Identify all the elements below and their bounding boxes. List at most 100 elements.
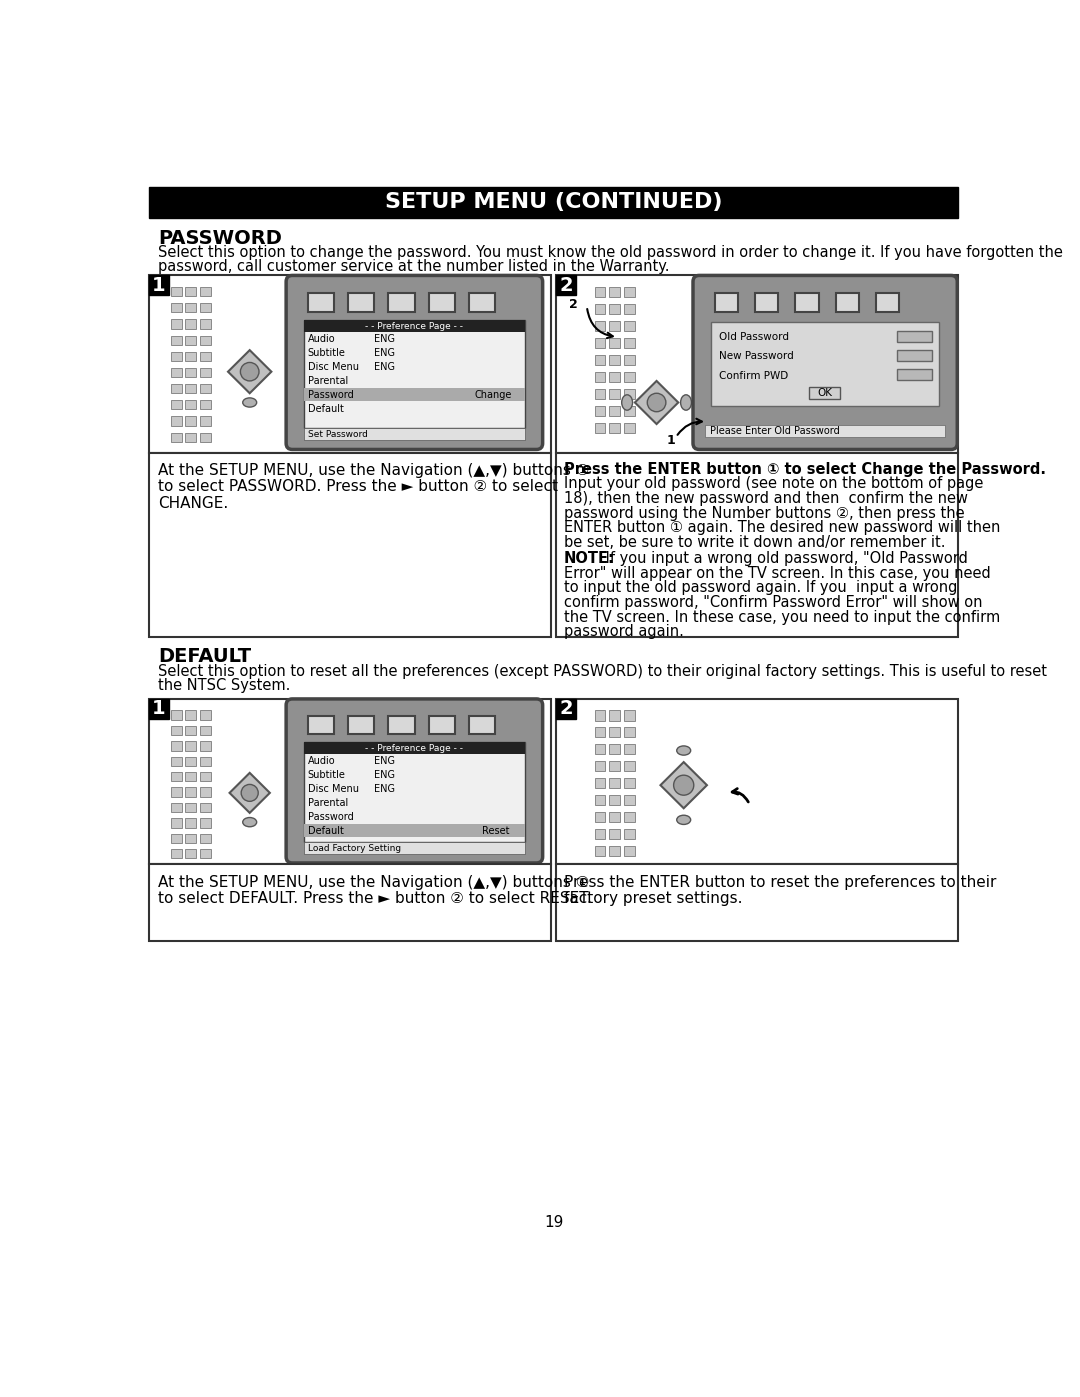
Bar (595, 795, 606, 805)
Bar (149, 698, 551, 865)
Polygon shape (228, 351, 271, 393)
Bar (624, 321, 635, 331)
Bar (186, 788, 197, 796)
Bar (171, 352, 181, 360)
Circle shape (241, 784, 258, 802)
Bar (186, 367, 197, 377)
Text: Press the ENTER button to reset the preferences to their: Press the ENTER button to reset the pref… (564, 876, 996, 890)
Text: ENG: ENG (374, 756, 394, 767)
Bar (200, 726, 211, 735)
Polygon shape (635, 381, 678, 425)
Bar (624, 372, 635, 381)
Text: Password: Password (308, 812, 353, 821)
Bar (595, 388, 606, 398)
Bar (303, 427, 525, 440)
Bar (303, 742, 525, 842)
Text: Change: Change (474, 390, 512, 400)
Text: the NTSC System.: the NTSC System. (159, 678, 291, 693)
Bar (303, 842, 525, 855)
Bar (624, 422, 635, 433)
Bar (171, 788, 181, 796)
Bar (595, 338, 606, 348)
Bar (876, 293, 900, 312)
Bar (389, 293, 415, 312)
Ellipse shape (677, 816, 691, 824)
Bar (896, 331, 932, 342)
Circle shape (241, 362, 259, 381)
Bar (171, 303, 181, 313)
Bar (595, 405, 606, 415)
Bar (186, 416, 197, 426)
Bar (595, 778, 606, 788)
Text: At the SETUP MENU, use the Navigation (▲,▼) buttons ①: At the SETUP MENU, use the Navigation (▲… (159, 876, 590, 890)
Circle shape (647, 393, 666, 412)
Text: Reset: Reset (482, 826, 510, 835)
Bar (624, 795, 635, 805)
Text: Password: Password (308, 390, 353, 400)
Text: Subtitle: Subtitle (308, 770, 346, 780)
Text: 2: 2 (559, 277, 572, 295)
Bar (624, 355, 635, 365)
Bar (711, 321, 940, 407)
Bar (595, 828, 606, 840)
Text: At the SETUP MENU, use the Navigation (▲,▼) buttons ①: At the SETUP MENU, use the Navigation (▲… (159, 464, 590, 478)
Bar (595, 745, 606, 754)
Text: password again.: password again. (564, 624, 684, 640)
FancyBboxPatch shape (286, 698, 542, 863)
Text: NOTE:: NOTE: (564, 550, 615, 566)
Bar (171, 849, 181, 858)
Text: PASSWORD: PASSWORD (159, 229, 282, 249)
Bar (171, 384, 181, 393)
Bar (200, 742, 211, 750)
Text: to input the old password again. If you  input a wrong: to input the old password again. If you … (564, 580, 957, 595)
Text: 1: 1 (152, 700, 166, 718)
Bar (624, 778, 635, 788)
Text: CHANGE.: CHANGE. (159, 496, 229, 511)
Bar (609, 795, 620, 805)
Bar (755, 293, 779, 312)
Bar (609, 778, 620, 788)
Bar (171, 819, 181, 827)
Bar (429, 715, 455, 733)
Text: Audio: Audio (308, 756, 336, 767)
Bar (200, 711, 211, 719)
Bar (186, 834, 197, 842)
Bar (609, 812, 620, 823)
Bar (705, 425, 945, 437)
Text: - - Preference Page - -: - - Preference Page - - (365, 743, 463, 753)
Bar (308, 715, 334, 733)
Text: 1: 1 (152, 277, 166, 295)
Text: Disc Menu: Disc Menu (308, 362, 359, 372)
Text: New Password: New Password (718, 351, 794, 362)
Text: Disc Menu: Disc Menu (308, 784, 359, 793)
FancyBboxPatch shape (286, 275, 542, 450)
Bar (149, 865, 551, 942)
Ellipse shape (243, 817, 257, 827)
Bar (149, 453, 551, 637)
Ellipse shape (677, 746, 691, 756)
Bar (556, 865, 958, 942)
Bar (186, 384, 197, 393)
Bar (186, 286, 197, 296)
Text: Please Enter Old Password: Please Enter Old Password (710, 426, 840, 436)
Bar (200, 367, 211, 377)
Bar (595, 321, 606, 331)
Bar (595, 812, 606, 823)
Text: 2: 2 (568, 298, 577, 312)
Bar (609, 286, 620, 298)
Bar (171, 320, 181, 328)
Bar (149, 275, 170, 295)
Text: ENG: ENG (374, 784, 394, 793)
Text: ENTER button ① again. The desired new password will then: ENTER button ① again. The desired new pa… (564, 520, 1000, 535)
Bar (609, 828, 620, 840)
Bar (186, 819, 197, 827)
Bar (186, 303, 197, 313)
Text: OK: OK (818, 388, 833, 398)
Text: Error" will appear on the TV screen. In this case, you need: Error" will appear on the TV screen. In … (564, 566, 990, 581)
Bar (609, 305, 620, 314)
Bar (595, 422, 606, 433)
Bar (429, 293, 455, 312)
Bar (595, 355, 606, 365)
Bar (200, 849, 211, 858)
Bar (609, 761, 620, 771)
